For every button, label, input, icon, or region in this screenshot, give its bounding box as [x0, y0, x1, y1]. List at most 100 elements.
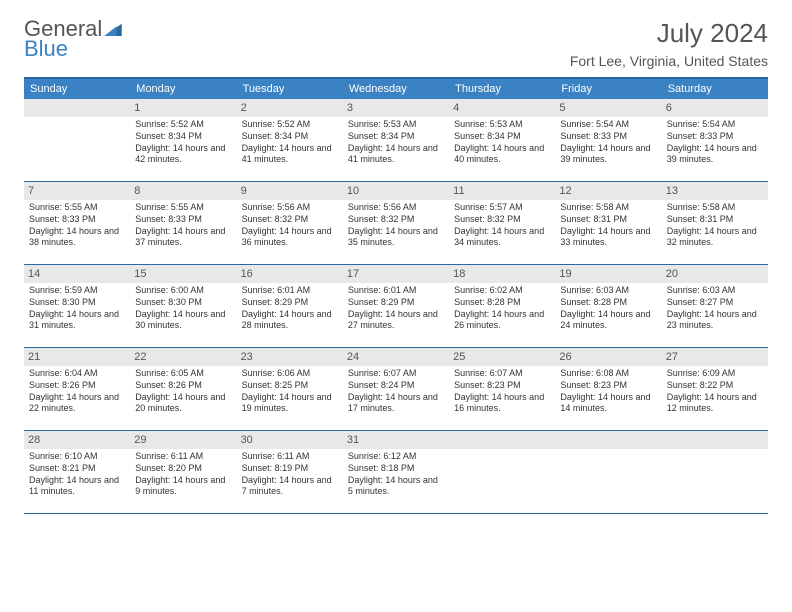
day-number: 3 — [343, 99, 449, 117]
day-number: 21 — [24, 348, 130, 366]
day-info-line: Daylight: 14 hours and 30 minutes. — [135, 309, 231, 332]
calendar-page: GeneralBlue July 2024 Fort Lee, Virginia… — [0, 0, 792, 532]
week-row: 28Sunrise: 6:10 AMSunset: 8:21 PMDayligh… — [24, 430, 768, 513]
day-cell — [555, 431, 661, 513]
day-info-line: Sunrise: 6:07 AM — [348, 368, 444, 380]
day-number: 25 — [449, 348, 555, 366]
day-number: 1 — [130, 99, 236, 117]
day-info-line: Daylight: 14 hours and 31 minutes. — [29, 309, 125, 332]
weekday-header: Tuesday — [237, 79, 343, 99]
day-number: 10 — [343, 182, 449, 200]
day-cell: 27Sunrise: 6:09 AMSunset: 8:22 PMDayligh… — [662, 348, 768, 430]
day-info-line: Sunset: 8:34 PM — [348, 131, 444, 143]
day-number: 2 — [237, 99, 343, 117]
day-cell: 23Sunrise: 6:06 AMSunset: 8:25 PMDayligh… — [237, 348, 343, 430]
day-number: 4 — [449, 99, 555, 117]
weeks-container: 1Sunrise: 5:52 AMSunset: 8:34 PMDaylight… — [24, 99, 768, 513]
day-cell: 19Sunrise: 6:03 AMSunset: 8:28 PMDayligh… — [555, 265, 661, 347]
day-info-line: Sunrise: 6:11 AM — [242, 451, 338, 463]
location-text: Fort Lee, Virginia, United States — [570, 53, 768, 69]
day-info-line: Sunrise: 6:03 AM — [667, 285, 763, 297]
page-header: GeneralBlue July 2024 Fort Lee, Virginia… — [24, 18, 768, 69]
day-info-line: Sunset: 8:27 PM — [667, 297, 763, 309]
day-info-line: Sunset: 8:25 PM — [242, 380, 338, 392]
day-number: 26 — [555, 348, 661, 366]
day-info-line: Sunrise: 5:56 AM — [242, 202, 338, 214]
title-block: July 2024 Fort Lee, Virginia, United Sta… — [570, 18, 768, 69]
day-info-line: Daylight: 14 hours and 42 minutes. — [135, 143, 231, 166]
day-number: 17 — [343, 265, 449, 283]
day-number-empty — [662, 431, 768, 449]
day-info-line: Daylight: 14 hours and 34 minutes. — [454, 226, 550, 249]
day-info-line: Daylight: 14 hours and 19 minutes. — [242, 392, 338, 415]
weekday-header: Sunday — [24, 79, 130, 99]
day-info-line: Sunset: 8:32 PM — [454, 214, 550, 226]
day-cell: 17Sunrise: 6:01 AMSunset: 8:29 PMDayligh… — [343, 265, 449, 347]
day-cell: 24Sunrise: 6:07 AMSunset: 8:24 PMDayligh… — [343, 348, 449, 430]
day-info-line: Sunrise: 6:05 AM — [135, 368, 231, 380]
week-row: 1Sunrise: 5:52 AMSunset: 8:34 PMDaylight… — [24, 99, 768, 181]
week-row: 21Sunrise: 6:04 AMSunset: 8:26 PMDayligh… — [24, 347, 768, 430]
day-info-line: Sunrise: 6:02 AM — [454, 285, 550, 297]
day-info-line: Sunrise: 6:11 AM — [135, 451, 231, 463]
day-info-line: Sunrise: 6:08 AM — [560, 368, 656, 380]
day-cell: 8Sunrise: 5:55 AMSunset: 8:33 PMDaylight… — [130, 182, 236, 264]
day-number: 18 — [449, 265, 555, 283]
day-info-line: Sunrise: 6:01 AM — [242, 285, 338, 297]
day-cell: 3Sunrise: 5:53 AMSunset: 8:34 PMDaylight… — [343, 99, 449, 181]
day-info-line: Sunrise: 5:54 AM — [667, 119, 763, 131]
day-info-line: Sunset: 8:34 PM — [454, 131, 550, 143]
day-info-line: Sunset: 8:30 PM — [135, 297, 231, 309]
day-info-line: Daylight: 14 hours and 11 minutes. — [29, 475, 125, 498]
day-info-line: Daylight: 14 hours and 5 minutes. — [348, 475, 444, 498]
day-info-line: Daylight: 14 hours and 27 minutes. — [348, 309, 444, 332]
day-cell: 28Sunrise: 6:10 AMSunset: 8:21 PMDayligh… — [24, 431, 130, 513]
day-cell: 25Sunrise: 6:07 AMSunset: 8:23 PMDayligh… — [449, 348, 555, 430]
weekday-header: Thursday — [449, 79, 555, 99]
day-cell: 6Sunrise: 5:54 AMSunset: 8:33 PMDaylight… — [662, 99, 768, 181]
day-info-line: Sunrise: 6:12 AM — [348, 451, 444, 463]
day-info-line: Daylight: 14 hours and 24 minutes. — [560, 309, 656, 332]
day-info-line: Sunset: 8:34 PM — [242, 131, 338, 143]
logo: GeneralBlue — [24, 18, 122, 60]
day-cell: 13Sunrise: 5:58 AMSunset: 8:31 PMDayligh… — [662, 182, 768, 264]
day-info-line: Sunset: 8:28 PM — [560, 297, 656, 309]
day-info-line: Sunset: 8:28 PM — [454, 297, 550, 309]
day-number-empty — [555, 431, 661, 449]
day-cell: 21Sunrise: 6:04 AMSunset: 8:26 PMDayligh… — [24, 348, 130, 430]
week-row: 14Sunrise: 5:59 AMSunset: 8:30 PMDayligh… — [24, 264, 768, 347]
day-cell: 10Sunrise: 5:56 AMSunset: 8:32 PMDayligh… — [343, 182, 449, 264]
day-info-line: Sunrise: 6:01 AM — [348, 285, 444, 297]
day-number: 13 — [662, 182, 768, 200]
weekday-header-row: SundayMondayTuesdayWednesdayThursdayFrid… — [24, 79, 768, 99]
day-info-line: Sunrise: 5:58 AM — [560, 202, 656, 214]
day-cell: 11Sunrise: 5:57 AMSunset: 8:32 PMDayligh… — [449, 182, 555, 264]
day-info-line: Sunset: 8:33 PM — [135, 214, 231, 226]
day-info-line: Sunset: 8:26 PM — [29, 380, 125, 392]
day-info-line: Sunset: 8:19 PM — [242, 463, 338, 475]
day-info-line: Sunset: 8:24 PM — [348, 380, 444, 392]
day-info-line: Daylight: 14 hours and 22 minutes. — [29, 392, 125, 415]
day-number-empty — [449, 431, 555, 449]
day-cell: 29Sunrise: 6:11 AMSunset: 8:20 PMDayligh… — [130, 431, 236, 513]
day-cell — [662, 431, 768, 513]
day-cell: 30Sunrise: 6:11 AMSunset: 8:19 PMDayligh… — [237, 431, 343, 513]
day-info-line: Sunset: 8:34 PM — [135, 131, 231, 143]
day-number: 16 — [237, 265, 343, 283]
day-cell: 12Sunrise: 5:58 AMSunset: 8:31 PMDayligh… — [555, 182, 661, 264]
week-row: 7Sunrise: 5:55 AMSunset: 8:33 PMDaylight… — [24, 181, 768, 264]
day-info-line: Sunset: 8:23 PM — [454, 380, 550, 392]
day-number: 5 — [555, 99, 661, 117]
day-info-line: Daylight: 14 hours and 36 minutes. — [242, 226, 338, 249]
day-cell: 22Sunrise: 6:05 AMSunset: 8:26 PMDayligh… — [130, 348, 236, 430]
day-info-line: Daylight: 14 hours and 23 minutes. — [667, 309, 763, 332]
day-number: 14 — [24, 265, 130, 283]
day-number: 11 — [449, 182, 555, 200]
day-info-line: Daylight: 14 hours and 32 minutes. — [667, 226, 763, 249]
day-info-line: Sunset: 8:33 PM — [667, 131, 763, 143]
day-cell: 18Sunrise: 6:02 AMSunset: 8:28 PMDayligh… — [449, 265, 555, 347]
month-title: July 2024 — [570, 18, 768, 49]
day-info-line: Daylight: 14 hours and 28 minutes. — [242, 309, 338, 332]
day-info-line: Sunset: 8:32 PM — [242, 214, 338, 226]
day-cell: 9Sunrise: 5:56 AMSunset: 8:32 PMDaylight… — [237, 182, 343, 264]
